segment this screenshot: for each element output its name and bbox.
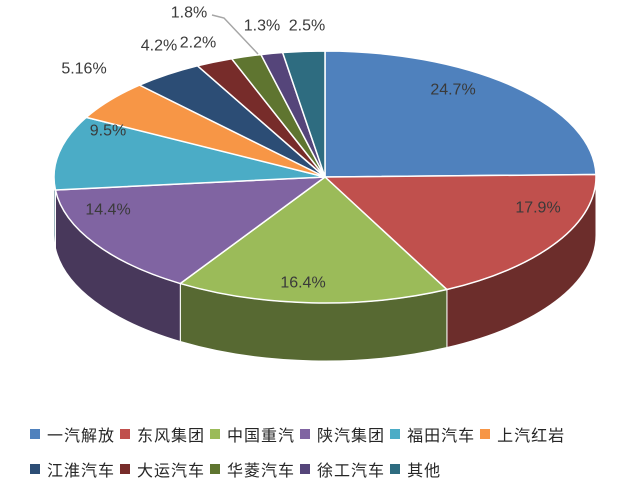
legend-label: 福田汽车 bbox=[407, 428, 476, 445]
legend-label: 上汽红岩 bbox=[497, 428, 566, 445]
slice-label-6: 4.2% bbox=[141, 38, 177, 55]
slice-label-4: 9.5% bbox=[90, 123, 126, 140]
legend-item-9: 徐工汽车 bbox=[300, 457, 385, 481]
legend-swatch-icon bbox=[300, 464, 311, 474]
slice-label-1: 17.9% bbox=[515, 200, 560, 217]
legend-item-6: 江淮汽车 bbox=[30, 457, 115, 481]
legend-swatch-icon bbox=[480, 429, 491, 439]
legend-swatch-icon bbox=[390, 464, 401, 474]
label-leader-line bbox=[211, 14, 259, 55]
legend-item-10: 其他 bbox=[390, 457, 441, 481]
legend-swatch-icon bbox=[120, 464, 131, 474]
legend-row-0: 一汽解放 东风集团 中国重汽 陕汽集团 福田汽车 上汽红岩 bbox=[30, 422, 620, 446]
pie-slice-2 bbox=[179, 176, 448, 304]
legend-swatch-icon bbox=[120, 429, 131, 439]
legend-label: 中国重汽 bbox=[227, 428, 296, 445]
legend-swatch-icon bbox=[390, 429, 401, 439]
legend-item-4: 福田汽车 bbox=[390, 422, 475, 446]
slice-label-8: 1.8% bbox=[171, 5, 207, 22]
legend-swatch-icon bbox=[300, 429, 311, 439]
legend-swatch-icon bbox=[210, 464, 221, 474]
pie-slice-0 bbox=[324, 50, 597, 178]
pie-slice-4 bbox=[53, 116, 326, 191]
legend-item-0: 一汽解放 bbox=[30, 422, 115, 446]
slice-label-9: 1.3% bbox=[244, 18, 280, 35]
legend-item-5: 上汽红岩 bbox=[480, 422, 565, 446]
slice-label-5: 5.16% bbox=[61, 61, 106, 78]
legend-label: 陕汽集团 bbox=[317, 428, 386, 445]
legend-swatch-icon bbox=[30, 429, 40, 439]
legend: 一汽解放 东风集团 中国重汽 陕汽集团 福田汽车 上汽红岩江淮汽车 大运汽车 华菱汽车 徐工汽车… bbox=[30, 422, 620, 492]
legend-row-1: 江淮汽车 大运汽车 华菱汽车 徐工汽车 其他 bbox=[30, 457, 620, 481]
legend-label: 江淮汽车 bbox=[47, 463, 116, 480]
slice-label-3: 14.4% bbox=[85, 202, 130, 219]
legend-item-8: 华菱汽车 bbox=[210, 457, 295, 481]
slice-label-0: 24.7% bbox=[430, 82, 475, 99]
legend-label: 华菱汽车 bbox=[227, 463, 296, 480]
legend-swatch-icon bbox=[210, 429, 221, 439]
legend-label: 其他 bbox=[407, 463, 442, 480]
pie-chart: 24.7% 17.9% 16.4% 14.4% 9.5% 5.16% 4.2% 2.2% 1.8… bbox=[53, 5, 597, 362]
legend-label: 徐工汽车 bbox=[317, 463, 386, 480]
slice-label-7: 2.2% bbox=[180, 35, 216, 52]
slice-label-10: 2.5% bbox=[289, 18, 325, 35]
pie-slice-1 bbox=[324, 173, 597, 291]
legend-item-7: 大运汽车 bbox=[120, 457, 205, 481]
legend-label: 大运汽车 bbox=[137, 463, 206, 480]
pie-slice-10 bbox=[281, 50, 326, 178]
pie-slice-3 bbox=[54, 176, 326, 285]
slice-label-2: 16.4% bbox=[280, 275, 325, 292]
legend-swatch-icon bbox=[30, 464, 40, 474]
legend-item-3: 陕汽集团 bbox=[300, 422, 385, 446]
legend-label: 一汽解放 bbox=[47, 428, 116, 445]
legend-label: 东风集团 bbox=[137, 428, 206, 445]
legend-item-1: 东风集团 bbox=[120, 422, 205, 446]
legend-item-2: 中国重汽 bbox=[210, 422, 295, 446]
